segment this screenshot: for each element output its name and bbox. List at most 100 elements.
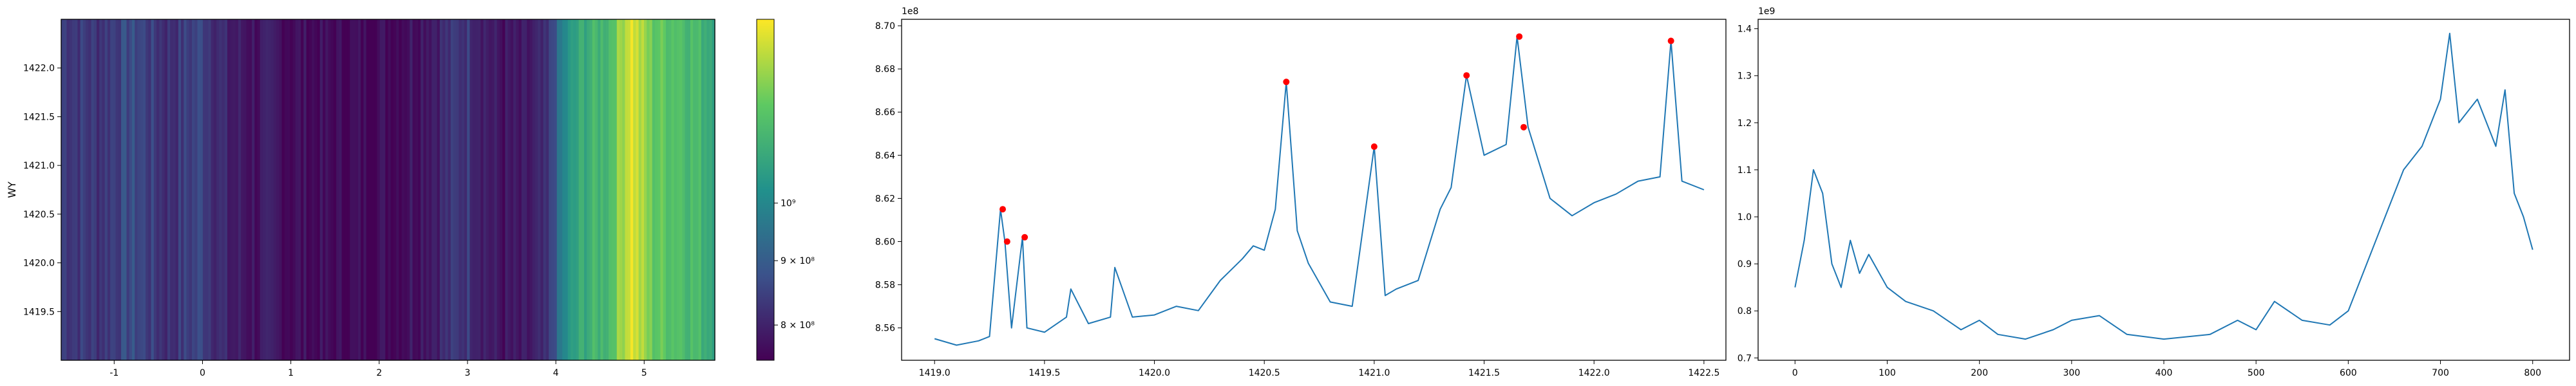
heatmap-column bbox=[698, 19, 702, 360]
heatmap-column bbox=[390, 19, 394, 360]
peaks-line-y-tick-label: 8.66 bbox=[875, 107, 895, 118]
heatmap-column bbox=[428, 19, 432, 360]
heatmap-column bbox=[532, 19, 536, 360]
heatmap-column bbox=[665, 19, 669, 360]
heatmap-column bbox=[328, 19, 332, 360]
heatmap-column bbox=[303, 19, 307, 360]
heatmap-column bbox=[279, 19, 283, 360]
peaks-line-offset-label: 1e8 bbox=[902, 6, 918, 17]
heatmap-column bbox=[151, 19, 155, 360]
heatmap-column bbox=[284, 19, 288, 360]
heatmap-column bbox=[472, 19, 476, 360]
heatmap-column bbox=[611, 19, 615, 360]
heatmap-column bbox=[383, 19, 386, 360]
heatmap-column bbox=[129, 19, 133, 360]
heatmap-column bbox=[298, 19, 301, 360]
heatmap-column bbox=[102, 19, 106, 360]
heatmap-column bbox=[88, 19, 92, 360]
peaks-line-x-tick-label: 1420.0 bbox=[1139, 368, 1170, 378]
profile-line-y-tick-label: 1.0 bbox=[1738, 212, 1752, 223]
heatmap-column bbox=[227, 19, 231, 360]
heatmap-column bbox=[556, 19, 560, 360]
heatmap-column bbox=[135, 19, 138, 360]
colorbar: 8 × 10⁸ 9 × 10⁸ 10⁹ bbox=[756, 19, 815, 361]
heatmap-column bbox=[178, 19, 182, 360]
heatmap-column bbox=[211, 19, 214, 360]
heatmap-column bbox=[295, 19, 299, 360]
heatmap-column bbox=[641, 19, 645, 360]
heatmap-column bbox=[222, 19, 225, 360]
heatmap-column bbox=[148, 19, 152, 360]
heatmap-y-tick-label: 1420.5 bbox=[23, 210, 55, 220]
heatmap-column bbox=[551, 19, 555, 360]
heatmap-x-tick-label: 4 bbox=[553, 368, 559, 378]
heatmap-column bbox=[257, 19, 261, 360]
heatmap-column bbox=[587, 19, 591, 360]
heatmap-column bbox=[423, 19, 427, 360]
heatmap-column bbox=[192, 19, 195, 360]
heatmap-column bbox=[565, 19, 569, 360]
peaks-line-x-tick-label: 1419.0 bbox=[919, 368, 951, 378]
heatmap-column bbox=[543, 19, 547, 360]
heatmap-column bbox=[205, 19, 209, 360]
heatmap-column bbox=[64, 19, 68, 360]
heatmap-column bbox=[625, 19, 629, 360]
heatmap-column bbox=[499, 19, 503, 360]
heatmap-column bbox=[518, 19, 522, 360]
heatmap-column bbox=[647, 19, 650, 360]
heatmap-column bbox=[671, 19, 675, 360]
heatmap-column bbox=[658, 19, 661, 360]
heatmap-column bbox=[696, 19, 699, 360]
peaks-line-x-tick-label: 1421.0 bbox=[1358, 368, 1390, 378]
heatmap-column bbox=[616, 19, 620, 360]
heatmap-column bbox=[668, 19, 672, 360]
heatmap-image bbox=[61, 19, 715, 360]
heatmap-x-ticks: -1 0 1 2 3 4 5 bbox=[109, 360, 647, 378]
heatmap-column bbox=[270, 19, 274, 360]
heatmap-column bbox=[524, 19, 527, 360]
profile-line-x-tick-label: 200 bbox=[1971, 368, 1988, 378]
heatmap-column bbox=[235, 19, 239, 360]
heatmap-column bbox=[549, 19, 552, 360]
heatmap-column bbox=[301, 19, 304, 360]
colorbar-tick-label: 9 × 10⁸ bbox=[781, 256, 815, 266]
heatmap-x-tick-label: 5 bbox=[641, 368, 647, 378]
peaks-line-x-tick-label: 1421.5 bbox=[1468, 368, 1500, 378]
heatmap-column bbox=[162, 19, 166, 360]
peaks-line-y-tick-label: 8.60 bbox=[875, 237, 895, 248]
heatmap-column bbox=[516, 19, 520, 360]
heatmap-y-tick-label: 1421.5 bbox=[23, 112, 55, 122]
heatmap-column bbox=[598, 19, 601, 360]
heatmap-column bbox=[319, 19, 323, 360]
heatmap-column bbox=[709, 19, 713, 360]
heatmap-column bbox=[701, 19, 705, 360]
heatmap-y-ticks: 1419.5 1420.0 1420.5 1421.0 1421.5 1422.0 bbox=[23, 64, 61, 317]
heatmap-column bbox=[418, 19, 421, 360]
heatmap-column bbox=[679, 19, 683, 360]
heatmap-column bbox=[77, 19, 81, 360]
colorbar-gradient bbox=[756, 19, 775, 361]
heatmap-column bbox=[638, 19, 642, 360]
heatmap-column bbox=[306, 19, 310, 360]
heatmap-column bbox=[510, 19, 514, 360]
heatmap-column bbox=[241, 19, 244, 360]
heatmap-column bbox=[573, 19, 576, 360]
heatmap-column bbox=[712, 19, 715, 360]
heatmap-column bbox=[570, 19, 574, 360]
heatmap-column bbox=[393, 19, 397, 360]
profile-line-x-tick-label: 0 bbox=[1792, 368, 1798, 378]
heatmap-column bbox=[347, 19, 350, 360]
colorbar-tick-label: 8 × 10⁸ bbox=[781, 320, 815, 331]
heatmap-column bbox=[333, 19, 337, 360]
peaks-line-panel: 1e8 1419.0 1419.5 1420.0 1420.5 1421.0 1421.5… bbox=[875, 6, 1727, 378]
heatmap-column bbox=[480, 19, 484, 360]
heatmap-column bbox=[475, 19, 478, 360]
heatmap-column bbox=[401, 19, 405, 360]
heatmap-column bbox=[486, 19, 489, 360]
heatmap-column bbox=[609, 19, 612, 360]
heatmap-x-tick-label: -1 bbox=[109, 368, 118, 378]
peaks-line-peak-marker bbox=[999, 206, 1007, 213]
heatmap-column bbox=[352, 19, 356, 360]
heatmap-column bbox=[96, 19, 100, 360]
heatmap-column bbox=[559, 19, 563, 360]
